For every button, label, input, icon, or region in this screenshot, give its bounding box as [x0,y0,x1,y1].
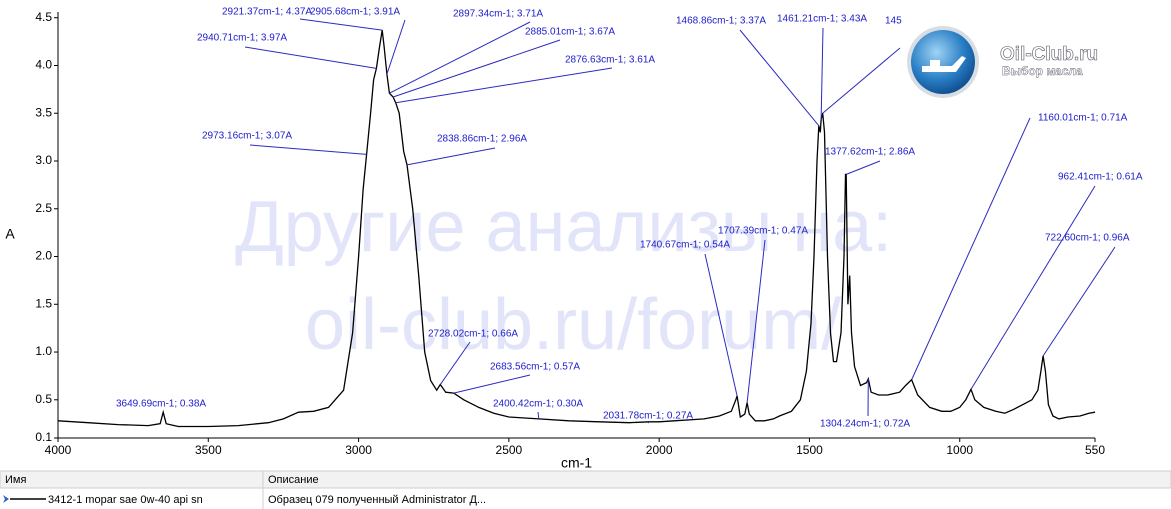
annotation-label: 1468.86cm-1; 3.37A [676,16,766,27]
annotation-leader [846,160,881,175]
annotation-label: 1377.62cm-1; 2.86A [825,147,915,158]
annotation-label: 1740.67cm-1; 0.54A [640,240,730,251]
y-tick-label: 0.5 [35,392,52,406]
annotation-label: 2838.86cm-1; 2.96A [437,134,527,145]
y-tick-label: 3.5 [35,105,52,119]
annotation-leader [406,147,496,166]
annotation-leader [244,46,377,69]
y-tick-label: 4.5 [35,10,52,24]
table: Имя Описание 3412-1 mopar sae 0w-40 api … [0,470,1171,509]
annotation-leader [970,185,1096,390]
annotation-leader [453,374,531,394]
x-tick-label: 3500 [195,443,222,457]
annotation-leader [537,411,540,419]
y-tick-label: 0.1 [35,430,52,444]
annotation-label: 2885.01cm-1; 3.67A [525,27,615,38]
plot: 0.1 0.5 1.0 1.5 2.0 2.5 3.0 3.5 4.0 4.5 4000 3500 30… [5,7,1142,471]
annotation-label: 1304.24cm-1; 0.72A [820,419,910,430]
annotation-label: 722.60cm-1; 0.96A [1045,233,1130,244]
annotation-label: 2905.68cm-1; 3.91A [310,7,400,18]
x-tick-label: 2000 [646,443,673,457]
logo-subtitle: Выбор масла [1002,64,1083,78]
annotation-label: 2400.42cm-1; 0.30A [493,399,583,410]
y-tick-label: 2.5 [35,201,52,215]
annotation-leader [386,19,406,75]
annotation-label: 1461.21cm-1; 3.43A [777,14,867,25]
annotation-label: 2728.02cm-1; 0.66A [428,329,518,340]
annotation-label: 1160.01cm-1; 0.71A [1038,113,1128,124]
annotation-leader [389,21,531,94]
annotation-label: 2876.63cm-1; 3.61A [565,55,655,66]
logo-title: Oil-Club.ru [1000,44,1098,65]
x-tick-label: 1000 [946,443,973,457]
x-axis-label: cm-1 [561,455,592,471]
annotation-leader [746,239,766,403]
y-tick-label: 4.0 [35,58,52,72]
x-tick-label: 550 [1085,443,1105,457]
x-tick-label: 3000 [345,443,372,457]
watermark-text: Другие анализы на: [235,187,892,267]
watermark-text: oil-club.ru/forum/ [305,285,841,365]
table-cell[interactable]: Образец 079 полученный Administrator Д..… [268,494,486,506]
annotation-leader [822,47,901,114]
y-axis-label: A [5,226,15,242]
spectrum-line [57,29,1096,428]
annotation-leader [439,341,471,385]
annotation-label: 2973.16cm-1; 3.07A [202,131,292,142]
annotation-leader [704,253,738,397]
annotation-leader [820,27,824,120]
y-tick-label: 1.5 [35,296,52,310]
annotation-label: 2683.56cm-1; 0.57A [490,362,580,373]
annotation-label: 145 [885,16,902,27]
annotation-leader [249,144,367,155]
table-cell[interactable]: 3412-1 mopar sae 0w-40 api sn [48,494,203,506]
row-arrow [3,495,9,503]
x-tick-label: 4000 [45,443,72,457]
annotation-label: 2031.78cm-1; 0.27A [603,411,693,422]
annotation-label: 3649.69cm-1; 0.38A [116,399,206,410]
header-cell: Описание [268,474,319,486]
annotation-leader [647,421,650,424]
logo-circle [911,30,975,94]
header-cell: Имя [5,474,26,486]
annotation-leader [911,117,1031,380]
annotation-leader [1042,246,1116,357]
annotation-leader [395,67,613,104]
y-tick-label: 2.0 [35,249,52,263]
annotation-label: 962.41cm-1; 0.61A [1058,172,1143,183]
table-header [0,470,1171,489]
annotation-leader [739,29,820,126]
watermark: Другие анализы на: oil-club.ru/forum/ [235,187,892,365]
x-tick-label: 1500 [796,443,823,457]
annotation-leader [392,39,561,98]
annotation-label: 2897.34cm-1; 3.71A [453,9,543,20]
logo: Oil-Club.ru Выбор масла [907,26,1098,98]
annotation-label: 1707.39cm-1; 0.47A [718,226,808,237]
y-tick-label: 3.0 [35,153,52,167]
annotation-label: 2921.37cm-1; 4.37A [222,7,312,18]
logo-icon [922,56,966,72]
annotation-label: 2940.71cm-1; 3.97A [197,33,287,44]
annotation-leader [299,18,383,31]
y-tick-label: 1.0 [35,344,52,358]
x-tick-label: 2500 [496,443,523,457]
